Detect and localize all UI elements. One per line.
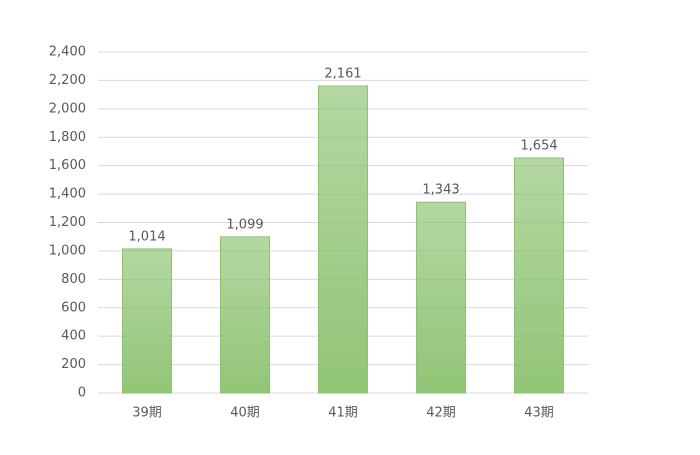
y-tick-label: 200	[61, 357, 86, 372]
bar	[416, 201, 466, 394]
value-label: 1,099	[226, 217, 263, 232]
x-tick-label: 40期	[230, 406, 260, 421]
x-tick-label: 43期	[524, 406, 554, 421]
y-tick-label: 0	[78, 386, 86, 401]
value-label: 1,343	[422, 183, 459, 198]
bar	[122, 248, 172, 394]
y-tick-label: 1,000	[49, 243, 86, 258]
y-tick-label: 2,000	[49, 101, 86, 116]
y-tick-label: 600	[61, 300, 86, 315]
y-tick-label: 400	[61, 329, 86, 344]
y-tick-label: 1,400	[49, 187, 86, 202]
value-label: 1,654	[520, 138, 557, 153]
y-tick-label: 1,200	[49, 215, 86, 230]
x-tick-label: 42期	[426, 406, 456, 421]
x-tick-label: 41期	[328, 406, 358, 421]
x-tick-label: 39期	[132, 406, 162, 421]
bar	[514, 157, 564, 394]
y-tick-label: 2,400	[49, 45, 86, 60]
bar	[220, 236, 270, 394]
value-label: 2,161	[324, 66, 361, 81]
y-tick-label: 1,600	[49, 158, 86, 173]
y-tick-label: 1,800	[49, 130, 86, 145]
y-tick-label: 800	[61, 272, 86, 287]
value-label: 1,014	[128, 229, 165, 244]
y-tick-label: 2,200	[49, 73, 86, 88]
bar	[318, 85, 368, 394]
